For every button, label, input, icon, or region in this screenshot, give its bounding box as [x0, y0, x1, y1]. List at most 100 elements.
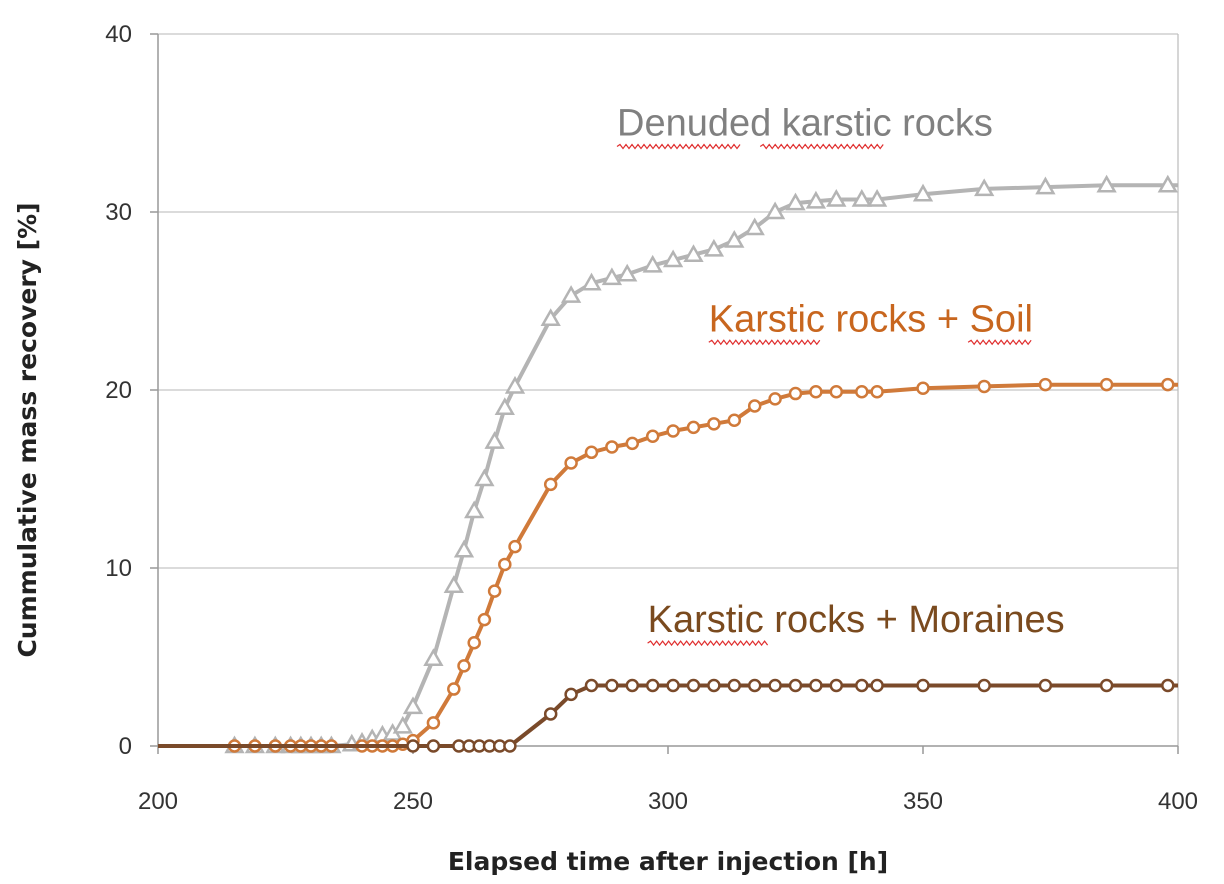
series-labels: Denuded karstic rocks Karstic rocks + Soi… [616, 102, 1065, 647]
data-point [707, 417, 721, 431]
y-tick-label: 10 [105, 555, 132, 582]
data-point [809, 678, 823, 693]
x-tick-label: 250 [393, 788, 433, 815]
data-point [870, 385, 884, 399]
x-tick-label: 400 [1158, 788, 1198, 815]
data-point [974, 178, 995, 197]
data-point [1096, 174, 1117, 193]
data-point [707, 678, 721, 693]
axes: 0 10 20 30 40 200 250 300 350 400 [105, 21, 1198, 815]
data-point [1099, 678, 1114, 693]
x-tick-label: 350 [903, 788, 943, 815]
data-point [683, 244, 704, 262]
data-point [744, 217, 765, 236]
data-point [584, 445, 599, 460]
data-point [764, 201, 786, 220]
data-point [826, 189, 847, 207]
data-point [855, 678, 869, 693]
data-point [467, 636, 481, 650]
data-point [727, 413, 742, 428]
x-axis-title: Elapsed time after injection [h] [448, 847, 888, 876]
grid-lines [158, 33, 1178, 569]
data-point [625, 678, 640, 693]
series-2 [158, 678, 1178, 753]
series-1 [158, 377, 1178, 753]
y-axis-title: Cummulative mass recovery [%] [13, 202, 42, 657]
data-point [977, 678, 991, 693]
x-tick-label: 200 [138, 788, 178, 815]
spellcheck-underline [616, 143, 741, 150]
data-point [686, 678, 701, 693]
data-point [686, 420, 701, 435]
data-point [870, 678, 884, 693]
data-point [402, 696, 424, 715]
data-point [564, 687, 578, 702]
data-point [605, 678, 619, 693]
data-point [788, 386, 803, 401]
data-point [484, 431, 505, 449]
data-point [805, 190, 827, 209]
y-tick-label: 40 [105, 21, 132, 48]
data-point [768, 392, 782, 406]
data-point [724, 229, 745, 248]
data-point [662, 249, 684, 268]
data-point [560, 285, 582, 303]
series-label-0: Denuded karstic rocks [617, 102, 993, 144]
data-point [508, 539, 522, 554]
data-point [605, 440, 619, 454]
data-point [464, 500, 485, 519]
series-0 [158, 174, 1178, 754]
series-label-2: Karstic rocks + Moraines [648, 599, 1065, 641]
data-point [829, 385, 844, 399]
data-point [916, 381, 930, 395]
data-point [477, 612, 492, 627]
data-point [645, 678, 660, 693]
data-point [977, 379, 991, 394]
data-point [768, 678, 782, 693]
data-point [866, 189, 888, 207]
data-point [666, 424, 680, 438]
spellcheck-underline [967, 339, 1032, 346]
data-point [788, 678, 803, 693]
series-line [158, 382, 1178, 748]
data-point [564, 456, 578, 470]
data-point [423, 648, 444, 667]
data-point [503, 739, 517, 753]
data-point [487, 584, 502, 598]
y-tick-label: 30 [105, 199, 132, 226]
data-point [1161, 678, 1175, 693]
data-point [498, 557, 512, 572]
series-label-1: Karstic rocks + Soil [709, 298, 1033, 340]
data-point [581, 272, 602, 291]
data-point [703, 238, 725, 257]
data-point [1157, 174, 1178, 193]
data-series [158, 174, 1178, 754]
data-point [617, 263, 638, 282]
data-point [406, 739, 420, 753]
data-point [540, 308, 561, 327]
data-point [747, 399, 762, 413]
data-point [855, 385, 869, 399]
data-point [443, 575, 464, 594]
data-point [642, 254, 663, 273]
spellcheck-underline [647, 640, 769, 647]
data-point [447, 682, 461, 696]
data-point [625, 436, 640, 451]
data-point [504, 375, 526, 394]
data-point [426, 739, 441, 753]
data-point [851, 189, 872, 207]
spellcheck-underline [759, 143, 884, 150]
data-point [392, 715, 413, 734]
y-tick-label: 20 [105, 377, 132, 404]
data-point [809, 385, 823, 399]
data-point [666, 678, 680, 693]
data-point [727, 678, 742, 693]
data-point [645, 429, 660, 444]
data-point [1038, 678, 1053, 693]
x-tick-label: 300 [648, 788, 688, 815]
data-point [829, 678, 844, 693]
data-point [584, 678, 599, 693]
data-point [747, 678, 762, 693]
data-point [1099, 377, 1114, 392]
